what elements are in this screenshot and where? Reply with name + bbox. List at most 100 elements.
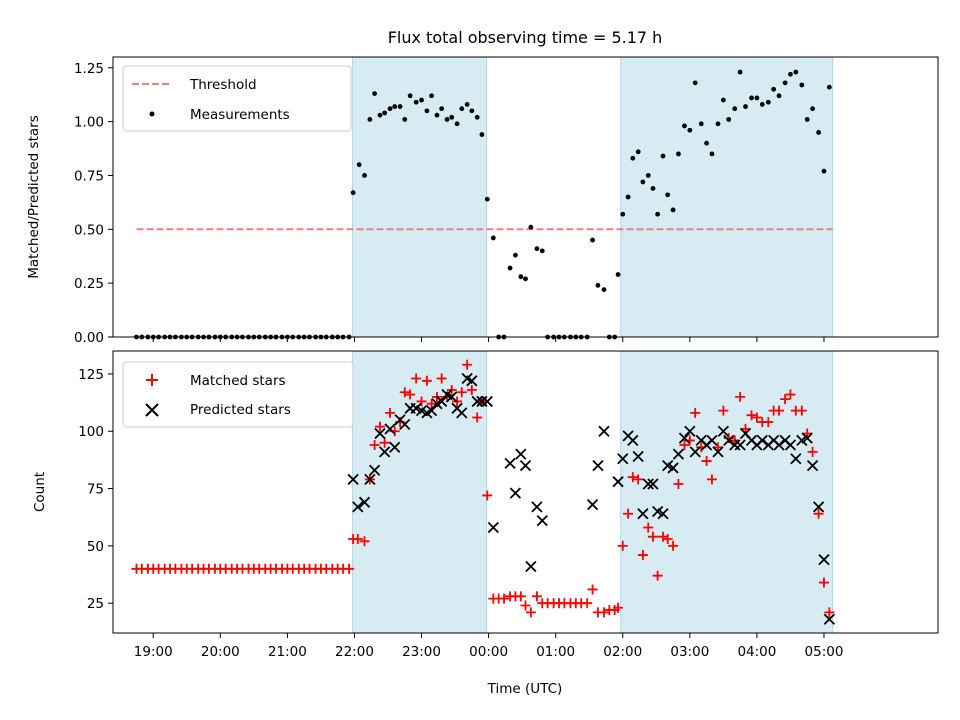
predicted-point-73 <box>801 432 813 444</box>
measurement-point-66 <box>490 235 496 241</box>
predicted-point-45 <box>647 478 659 490</box>
measurement-point-90 <box>620 211 626 217</box>
measurement-point-63 <box>474 114 480 120</box>
top-shaded-span-1 <box>620 56 834 338</box>
predicted-point-24 <box>471 395 483 408</box>
measurement-point-70 <box>513 252 518 258</box>
predicted-point-51 <box>678 432 691 444</box>
predicted-point-53 <box>689 446 701 458</box>
measurement-point-91 <box>625 194 631 200</box>
measurement-point-50 <box>407 93 413 99</box>
measurement-point-85 <box>595 282 601 288</box>
predicted-point-56 <box>706 434 718 447</box>
matched-point-46 <box>385 407 396 418</box>
matched-point-68 <box>499 593 510 604</box>
matched-point-107 <box>706 474 717 485</box>
x-tick-label-8: 03:00 <box>670 644 709 660</box>
matched-point-119 <box>774 405 785 416</box>
predicted-point-10 <box>399 418 411 431</box>
measurement-point-127 <box>821 168 827 174</box>
predicted-point-44 <box>642 478 654 490</box>
matched-point-73 <box>525 607 536 618</box>
predicted-point-76 <box>818 553 830 566</box>
predicted-point-30 <box>515 448 527 460</box>
matched-point-98 <box>658 531 668 542</box>
measurement-point-116 <box>759 101 765 107</box>
matched-point-94 <box>637 550 648 561</box>
predicted-point-52 <box>684 425 696 437</box>
measurement-point-49 <box>402 117 408 122</box>
measurement-point-86 <box>601 287 607 293</box>
matched-point-54 <box>426 398 437 409</box>
measurement-point-47 <box>392 104 398 109</box>
matched-point-61 <box>462 359 473 370</box>
predicted-point-57 <box>712 446 724 458</box>
matched-point-125 <box>807 446 818 457</box>
bottom-series-matched-stars <box>131 359 835 618</box>
matched-point-100 <box>668 540 679 551</box>
matched-point-99 <box>662 534 673 544</box>
measurement-point-105 <box>698 121 704 127</box>
predicted-point-32 <box>525 560 537 573</box>
measurement-point-73 <box>528 224 534 230</box>
top-y-tick-label-5: 1.25 <box>74 61 104 77</box>
top-y-tick-label-4: 1.00 <box>74 115 104 131</box>
bottom-legend: Matched stars Predicted stars <box>122 361 354 428</box>
top-y-tick-label-1: 0.25 <box>74 276 104 292</box>
predicted-point-42 <box>632 450 644 463</box>
matched-point-60 <box>456 387 467 398</box>
matched-point-65 <box>482 490 493 501</box>
predicted-point-8 <box>389 441 401 453</box>
measurement-point-43 <box>372 91 377 97</box>
measurement-point-128 <box>826 84 832 90</box>
top-panel: 0.00 0.25 0.50 0.75 1.00 1.25 <box>74 56 939 346</box>
measurement-point-108 <box>715 121 721 127</box>
measurement-point-121 <box>788 71 793 77</box>
bottom-y-tick-label-1: 50 <box>87 539 104 555</box>
matched-point-93 <box>633 474 644 485</box>
x-tick-label-10: 05:00 <box>805 644 844 660</box>
matched-point-115 <box>751 412 762 423</box>
predicted-point-77 <box>823 613 835 625</box>
measurement-point-115 <box>754 95 760 101</box>
matched-point-120 <box>780 394 791 405</box>
predicted-point-39 <box>617 453 629 465</box>
measurement-point-100 <box>670 207 676 213</box>
measurement-point-42 <box>367 117 373 122</box>
measurement-point-41 <box>362 173 367 178</box>
predicted-point-1 <box>352 501 364 513</box>
predicted-point-7 <box>384 423 396 435</box>
x-tick-label-1: 20:00 <box>201 644 240 660</box>
predicted-point-41 <box>627 434 639 447</box>
matched-point-53 <box>421 375 432 386</box>
measurement-point-110 <box>726 117 732 122</box>
x-tick-label-7: 02:00 <box>603 644 642 660</box>
measurement-point-101 <box>676 151 681 157</box>
matched-point-52 <box>416 396 427 407</box>
predicted-point-70 <box>784 439 797 451</box>
predicted-point-58 <box>717 425 730 437</box>
measurement-point-52 <box>419 97 424 103</box>
bottom-y-axis-label: Count <box>32 472 48 512</box>
measurement-point-45 <box>382 110 388 116</box>
matched-point-44 <box>374 421 385 432</box>
legend-matched-swatch <box>146 374 158 386</box>
measurement-point-56 <box>439 106 445 112</box>
predicted-point-34 <box>536 515 548 527</box>
matched-point-83 <box>582 598 593 609</box>
predicted-point-60 <box>729 439 741 451</box>
top-axes-frame <box>112 56 939 338</box>
top-legend: Threshold Measurements <box>122 65 352 132</box>
predicted-point-19 <box>446 391 458 403</box>
matched-point-109 <box>718 405 729 416</box>
matched-point-126 <box>813 508 824 519</box>
predicted-point-2 <box>358 496 371 508</box>
measurement-point-97 <box>655 211 661 217</box>
bottom-y-tick-label-3: 100 <box>78 424 104 440</box>
top-shaded-span-0 <box>351 56 488 338</box>
measurement-point-120 <box>782 80 788 86</box>
predicted-point-0 <box>347 473 359 486</box>
predicted-point-4 <box>368 464 381 476</box>
measurement-point-119 <box>776 93 782 99</box>
x-tick-label-0: 19:00 <box>134 644 173 660</box>
